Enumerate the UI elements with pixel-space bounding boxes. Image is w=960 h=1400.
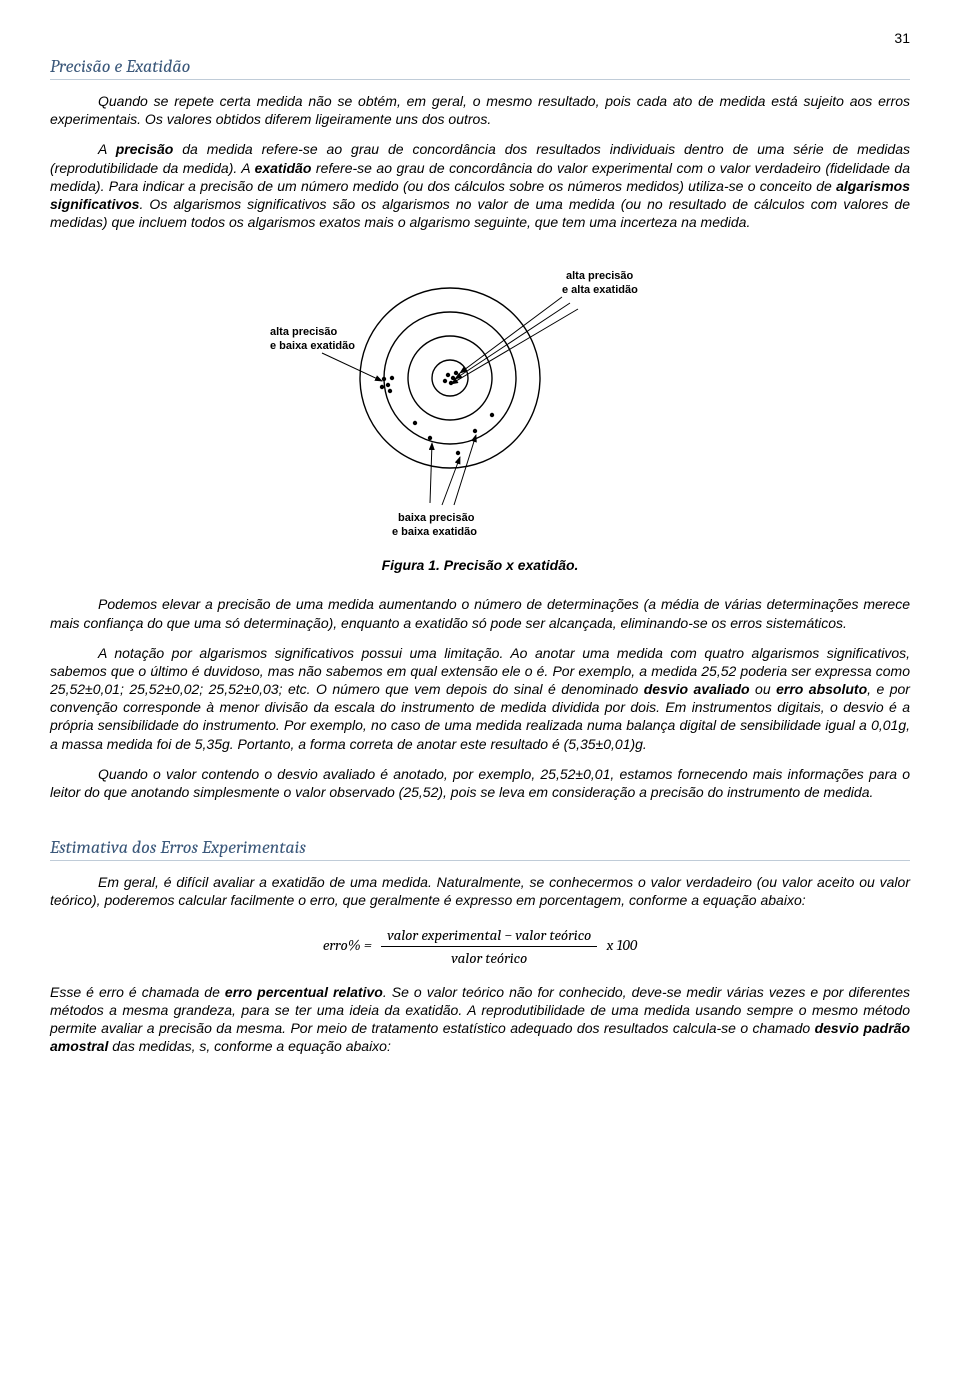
label-top-1: alta precisão xyxy=(566,270,634,282)
term-erro-percentual-relativo: erro percentual relativo xyxy=(225,984,383,1000)
label-left-1: alta precisão xyxy=(270,326,338,338)
figure-target-diagram: alta precisão e alta exatidão alta preci… xyxy=(50,253,910,543)
text-span: das medidas, s, conforme a equação abaix… xyxy=(108,1038,391,1054)
term-erro-absoluto: erro absoluto xyxy=(776,681,867,697)
heading-estimativa-erros: Estimativa dos Erros Experimentais xyxy=(50,837,910,861)
paragraph-7: Esse é erro é chamada de erro percentual… xyxy=(50,983,910,1056)
figure-caption: Figura 1. Precisão x exatidão. xyxy=(50,557,910,573)
term-precisao: precisão xyxy=(116,141,174,157)
label-bottom-1: baixa precisão xyxy=(398,512,475,524)
eq-rhs: x 100 xyxy=(607,936,638,954)
target-svg: alta precisão e alta exatidão alta preci… xyxy=(270,253,690,543)
text-span: ou xyxy=(750,681,777,697)
paragraph-intro: Quando se repete certa medida não se obt… xyxy=(50,92,910,128)
text-span: . Os algarismos significativos são os al… xyxy=(50,196,910,230)
eq-denominator: valor teórico xyxy=(381,947,597,967)
eq-fraction: valor experimental − valor teórico valor… xyxy=(381,926,597,967)
text-span: A xyxy=(98,141,116,157)
equation-erro-percentual: erro% = valor experimental − valor teóri… xyxy=(50,926,910,967)
paragraph-4: A notação por algarismos significativos … xyxy=(50,644,910,753)
paragraph-3: Podemos elevar a precisão de uma medida … xyxy=(50,595,910,631)
paragraph-5: Quando o valor contendo o desvio avaliad… xyxy=(50,765,910,801)
label-bottom-2: e baixa exatidão xyxy=(392,526,477,538)
term-desvio-avaliado: desvio avaliado xyxy=(644,681,750,697)
text-span: Esse é erro é chamada de xyxy=(50,984,225,1000)
term-exatidao: exatidão xyxy=(255,160,312,176)
heading-precisao-exatidao: Precisão e Exatidão xyxy=(50,56,910,80)
page-number: 31 xyxy=(50,30,910,46)
eq-lhs: erro% = xyxy=(323,936,372,954)
paragraph-6: Em geral, é difícil avaliar a exatidão d… xyxy=(50,873,910,909)
label-left-2: e baixa exatidão xyxy=(270,340,355,352)
label-top-2: e alta exatidão xyxy=(562,284,638,296)
eq-numerator: valor experimental − valor teórico xyxy=(381,926,597,947)
paragraph-definitions: A precisão da medida refere-se ao grau d… xyxy=(50,140,910,231)
